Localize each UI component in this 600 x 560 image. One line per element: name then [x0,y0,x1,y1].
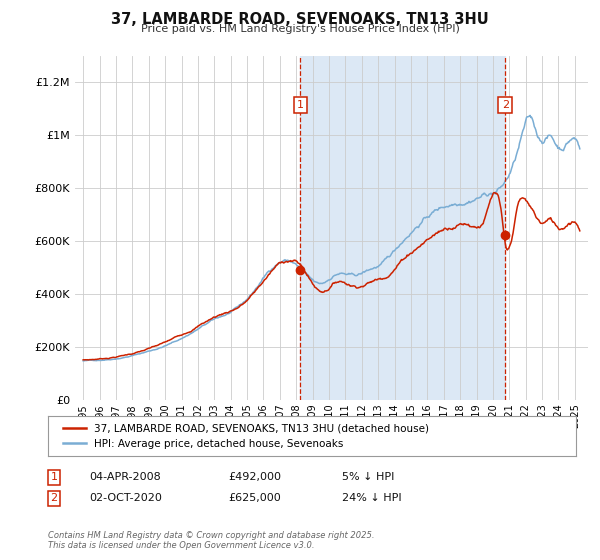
Text: Price paid vs. HM Land Registry's House Price Index (HPI): Price paid vs. HM Land Registry's House … [140,24,460,34]
Text: 1: 1 [297,100,304,110]
Text: 2: 2 [50,493,58,503]
Text: 1: 1 [50,472,58,482]
Text: 37, LAMBARDE ROAD, SEVENOAKS, TN13 3HU: 37, LAMBARDE ROAD, SEVENOAKS, TN13 3HU [111,12,489,27]
Text: 04-APR-2008: 04-APR-2008 [89,472,161,482]
Text: Contains HM Land Registry data © Crown copyright and database right 2025.
This d: Contains HM Land Registry data © Crown c… [48,531,374,550]
Text: 24% ↓ HPI: 24% ↓ HPI [342,493,401,503]
Text: 2: 2 [502,100,509,110]
Text: £492,000: £492,000 [228,472,281,482]
Text: £625,000: £625,000 [228,493,281,503]
Legend: 37, LAMBARDE ROAD, SEVENOAKS, TN13 3HU (detached house), HPI: Average price, det: 37, LAMBARDE ROAD, SEVENOAKS, TN13 3HU (… [58,419,433,453]
Bar [301,56,505,400]
Text: 5% ↓ HPI: 5% ↓ HPI [342,472,394,482]
Text: 02-OCT-2020: 02-OCT-2020 [89,493,161,503]
